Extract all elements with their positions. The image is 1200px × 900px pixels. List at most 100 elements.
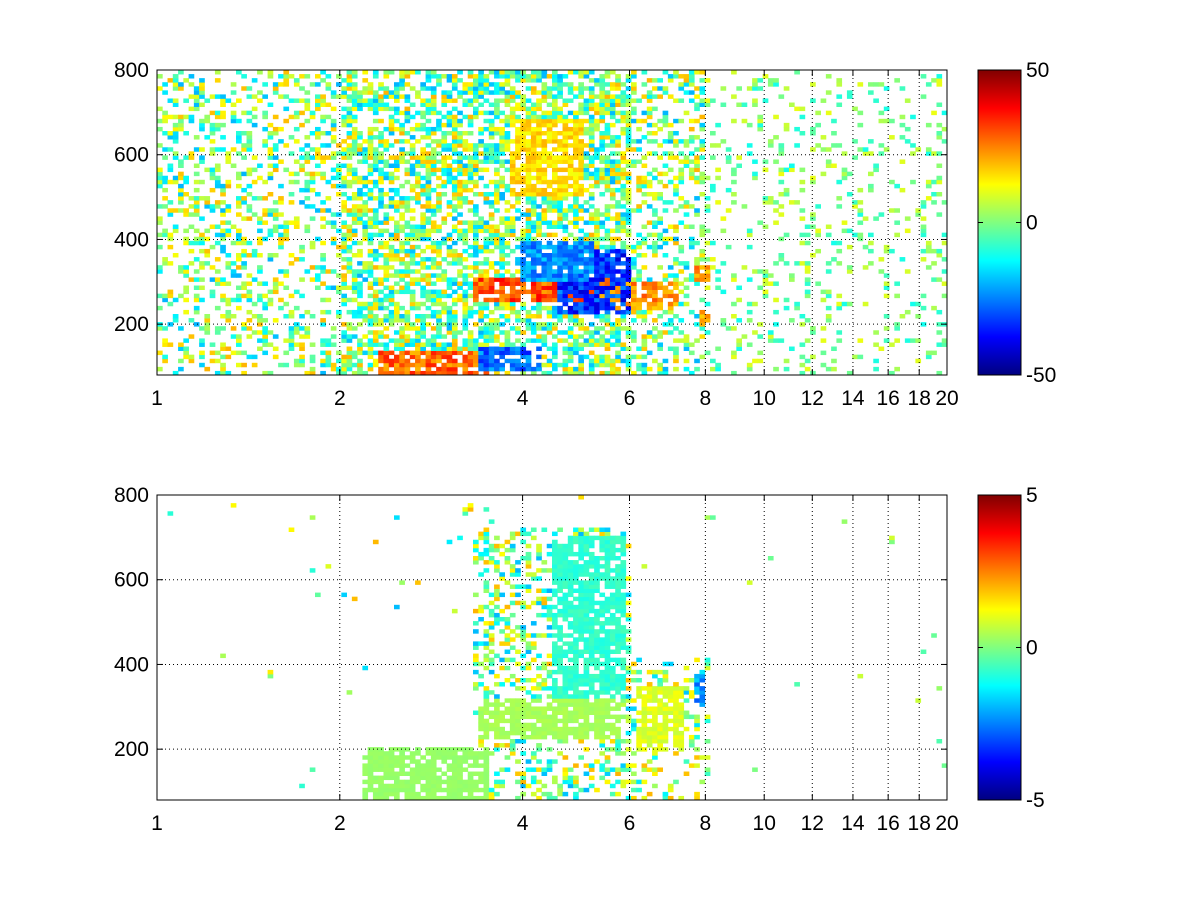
heatmap-cell [451,326,458,331]
heatmap-cell [325,114,332,120]
heatmap-cell [667,309,674,315]
heatmap-cell [415,326,421,331]
heatmap-cell [615,334,621,339]
heatmap-cell [552,147,558,152]
heatmap-cell [199,297,205,303]
heatmap-cell [789,200,795,205]
heatmap-cell [404,269,411,274]
heatmap-cell [315,98,321,103]
heatmap-cell [504,98,511,103]
heatmap-cell [409,208,416,213]
heatmap-cell [657,155,663,160]
heatmap-cell [557,253,563,258]
heatmap-cell [241,110,247,116]
heatmap-cell [172,102,179,107]
heatmap-cell [878,82,885,87]
heatmap-cell [762,74,769,79]
heatmap-cell [351,102,358,107]
heatmap-cell [409,126,416,132]
heatmap-cell [420,248,426,254]
heatmap-cell [752,78,758,83]
heatmap-cell [220,102,226,107]
heatmap-cell [541,192,548,197]
heatmap-cell [362,159,369,164]
heatmap-cell [288,326,295,331]
heatmap-cell [525,179,532,185]
heatmap-cell [346,151,353,156]
heatmap-cell [225,301,232,307]
heatmap-cell [694,277,700,282]
heatmap-cell [451,370,458,376]
heatmap-cell [399,314,405,319]
heatmap-cell [220,281,226,286]
heatmap-cell [883,248,890,254]
heatmap-cell [904,269,911,274]
heatmap-cell [162,179,168,185]
heatmap-cell [541,289,548,295]
heatmap-cell [767,143,774,148]
heatmap-cell [804,338,811,343]
heatmap-cell [810,326,816,331]
heatmap-cell [483,710,490,715]
heatmap-cell [457,167,463,173]
heatmap-cell [609,82,616,87]
heatmap-cell [167,98,174,103]
heatmap-cell [699,139,706,144]
heatmap-cell [552,94,558,99]
heatmap-cell [341,358,347,364]
heatmap-cell [746,277,753,282]
heatmap-cell [504,216,511,221]
heatmap-cell [288,135,295,140]
heatmap-cell [457,151,463,156]
heatmap-cell [178,326,184,331]
heatmap-cell [599,354,606,360]
heatmap-cell [636,244,642,250]
heatmap-cell [341,208,347,213]
heatmap-cell [372,147,379,152]
heatmap-cell [520,370,527,376]
heatmap-cell [446,350,453,356]
heatmap-cell [657,346,663,351]
heatmap-cell [167,163,174,168]
heatmap-cell [573,70,579,75]
heatmap-cell [520,265,527,270]
heatmap-cell [762,289,769,295]
heatmap-cell [536,175,542,181]
heatmap-cell [520,281,527,286]
heatmap-cell [704,285,711,290]
heatmap-cell [399,285,405,290]
heatmap-cell [415,277,421,282]
heatmap-cell [536,228,542,234]
heatmap-cell [473,710,479,715]
heatmap-cell [494,151,500,156]
heatmap-cell [188,74,195,79]
heatmap-cell [804,293,811,299]
heatmap-cell [536,277,542,282]
heatmap-cell [467,285,474,290]
heatmap-cell [567,314,574,319]
heatmap-cell [399,787,405,793]
heatmap-cell [525,220,532,225]
heatmap-cell [346,143,353,148]
heatmap-cell [936,131,943,136]
heatmap-cell [483,633,490,638]
heatmap-cell [546,261,553,266]
heatmap-cell [536,281,542,286]
heatmap-cell [694,261,700,266]
heatmap-cell [409,143,416,148]
heatmap-cell [372,767,379,772]
heatmap-cell [525,289,532,295]
heatmap-cell [667,330,674,335]
heatmap-cell [778,204,785,209]
heatmap-cell [325,338,332,343]
heatmap-cell [351,86,358,91]
heatmap-cell [515,362,521,368]
heatmap-cell [710,131,716,136]
heatmap-cell [167,147,174,152]
heatmap-cell [499,350,505,356]
heatmap-cell [783,86,790,91]
heatmap-cell [446,370,453,376]
heatmap-cell [351,354,358,360]
heatmap-cell [399,362,405,368]
heatmap-cell [304,269,311,274]
